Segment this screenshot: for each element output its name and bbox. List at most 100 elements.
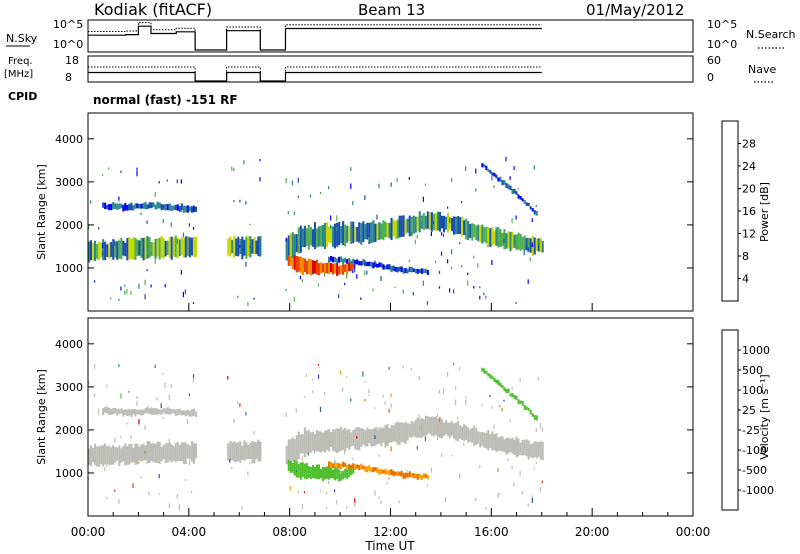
power-echo-cell [442,215,445,233]
velocity-echo-cell [299,434,302,454]
velocity-echo-cell [519,400,522,404]
velocity-echo-cell [130,443,133,463]
power-speckle [285,178,287,184]
velocity-speckle [535,461,537,464]
power-echo-cell [388,222,391,239]
freq-tick-top: 18 [65,54,79,67]
velocity-echo-cell [307,466,310,478]
velocity-echo-cell [469,429,472,442]
velocity-speckle [253,431,255,435]
power-echo-cell [408,266,411,272]
power-echo-cell [170,205,173,211]
velocity-echo-cell [362,465,365,470]
power-echo-cell [370,261,373,268]
velocity-echo-cell [408,423,411,438]
power-echo-cell [328,261,331,275]
velocity-echo-cell [412,473,415,479]
velocity-speckle [138,461,140,464]
velocity-echo-cell [287,439,290,466]
power-echo-cell [110,203,113,211]
power-speckle [473,255,475,259]
power-echo-cell [350,260,353,265]
velocity-speckle [531,497,533,503]
velocity-speckle [126,422,128,425]
velocity-speckle [154,364,156,369]
power-speckle [414,239,416,245]
power-echo-cell [521,198,524,202]
power-echo-cell [481,224,484,244]
power-speckle [297,177,299,183]
velocity-speckle [156,398,158,401]
power-speckle [451,266,453,270]
velocity-speckle [241,505,243,510]
power-echo-cell [513,188,516,194]
power-echo-cell [515,234,518,251]
power-echo-cell [138,240,141,256]
velocity-speckle [128,390,130,393]
power-echo-cell [527,237,530,253]
power-echo-cell [340,226,343,244]
velocity-echo-cell [517,399,520,405]
nsearch-series [88,22,542,51]
power-speckle [412,292,414,296]
power-echo-cell [404,268,407,273]
velocity-speckle [116,413,118,416]
power-echo-cell [503,180,506,185]
power-echo-cell [535,210,538,216]
velocity-echo-cell [313,433,316,452]
power-echo-cell [495,227,498,246]
power-echo-cell [338,256,341,263]
velocity-echo-cell [186,409,189,416]
power-echo-cell [471,223,474,241]
power-speckle [505,157,507,162]
velocity-echo-cell [350,465,353,469]
power-echo-cell [344,257,347,263]
velocity-echo-cell [380,428,383,447]
velocity-speckle [186,419,188,424]
power-echo-cell [319,225,322,247]
velocity-speckle [471,434,473,436]
power-speckle [154,192,156,197]
velocity-speckle [307,452,309,456]
velocity-speckle [188,445,190,451]
velocity-echo-cell [521,440,524,456]
power-echo-cell [332,256,335,263]
velocity-echo-cell [489,434,492,448]
velocity-echo-cell [511,437,514,454]
power-echo-cell [152,202,155,208]
velocity-echo-cell [303,427,306,458]
power-echo-cell [128,237,131,260]
power-echo-cell [321,225,324,247]
velocity-speckle [245,411,247,416]
velocity-echo-cell [305,430,308,454]
power-echo-cell [134,238,137,260]
velocity-echo-cell [386,470,389,475]
power-echo-cell [116,203,119,210]
xtick-label: 08:00 [272,525,307,539]
power-echo-cell [489,228,492,247]
power-echo-cell [402,268,405,274]
velocity-echo-cell [362,428,365,445]
velocity-speckle [158,474,160,479]
power-echo-cell [418,211,421,233]
velocity-speckle [410,368,412,371]
velocity-echo-cell [487,373,490,377]
velocity-speckle [178,503,180,508]
power-echo-cell [489,170,492,174]
velocity-echo-cell [422,473,425,479]
power-speckle [354,268,356,273]
power-echo-cell [118,240,121,259]
velocity-echo-cell [326,429,329,451]
power-echo-cell [509,231,512,252]
power-echo-cell [380,223,383,239]
power-speckle [324,272,326,277]
power-colorbar-label: Power [dB] [758,182,771,242]
power-echo-cell [102,239,105,261]
power-echo-cell [334,223,337,249]
velocity-speckle [338,436,340,439]
power-echo-cell [120,237,123,260]
power-echo-cell [493,172,496,177]
velocity-echo-cell [346,430,349,449]
power-echo-cell [499,229,502,247]
velocity-echo-cell [344,427,347,452]
